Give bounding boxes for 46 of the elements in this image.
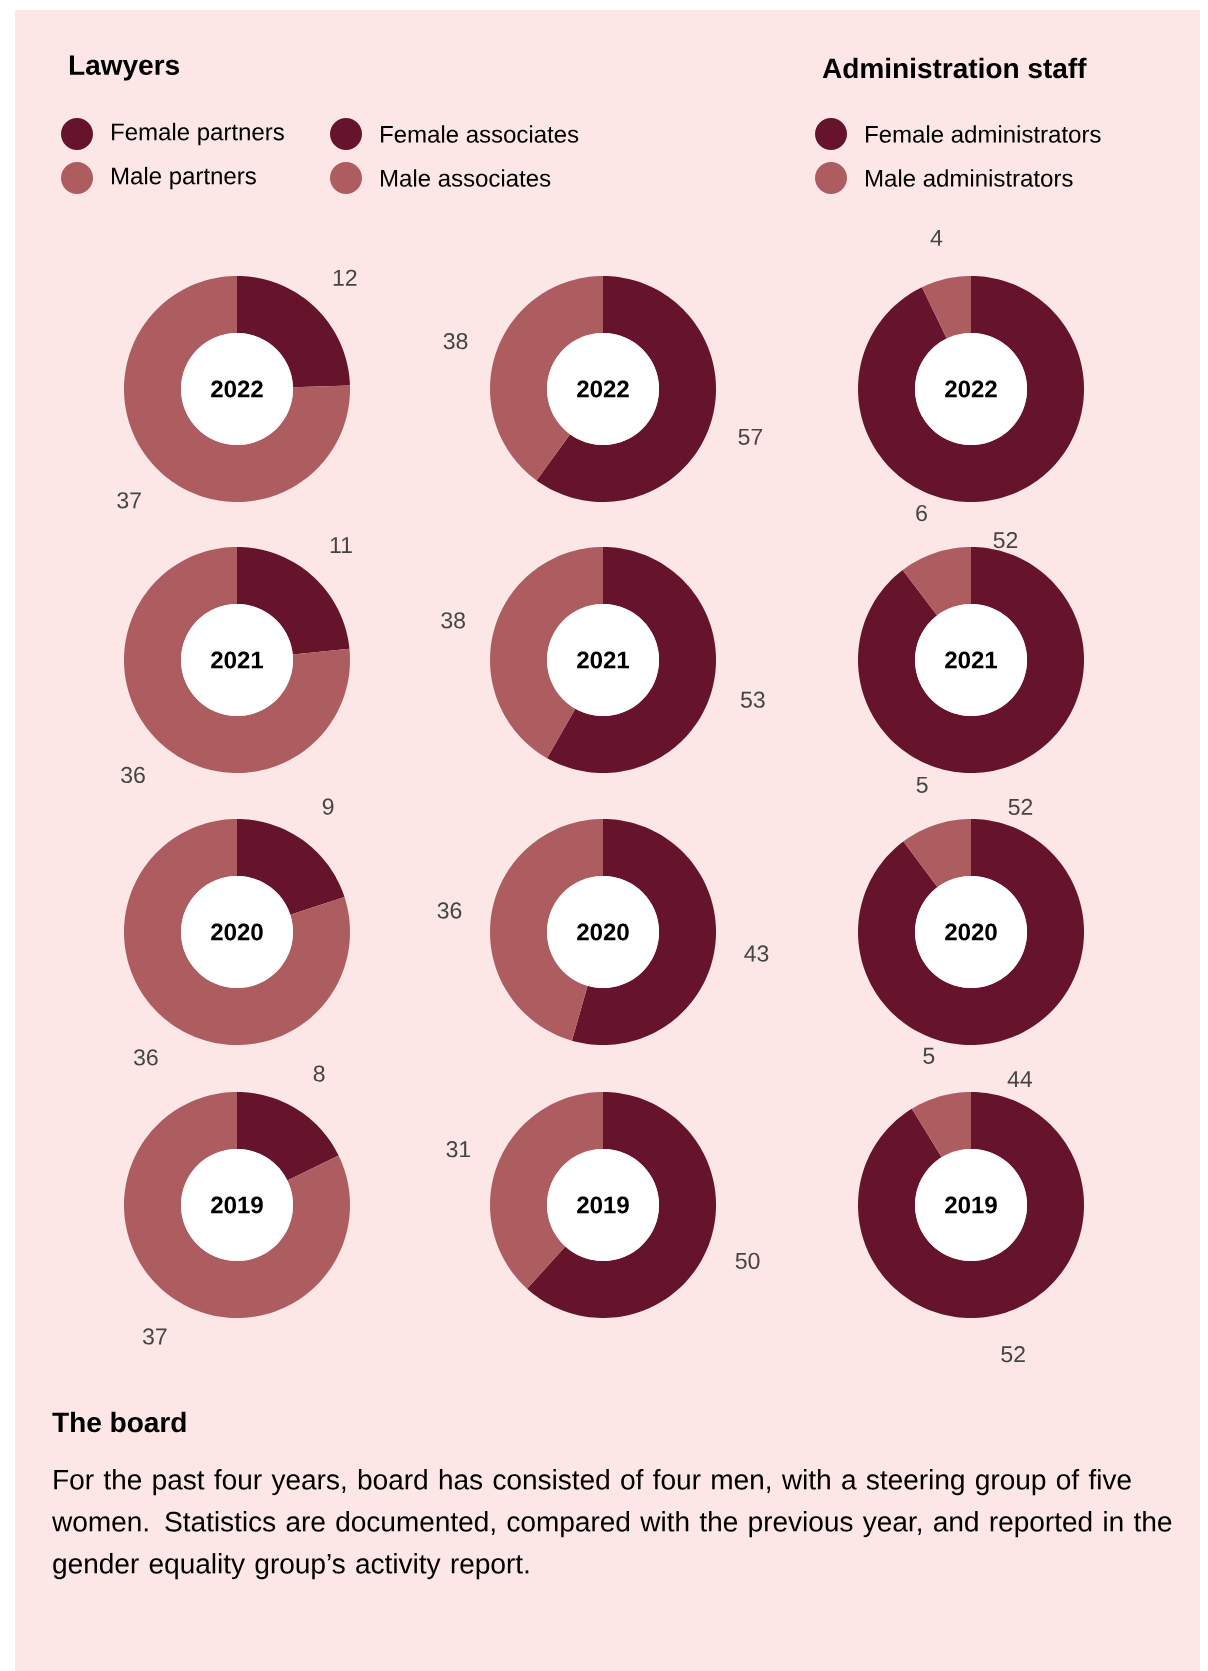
data-label: 9: [322, 798, 334, 815]
legend-label: Male partners: [112, 166, 256, 190]
legend-label: Female associates: [381, 125, 579, 143]
data-label: 38: [443, 332, 468, 350]
data-label: 43: [744, 945, 769, 962]
data-label: 37: [117, 492, 141, 509]
legend-title: Administration staff: [822, 57, 1087, 79]
data-label: 31: [446, 1141, 471, 1158]
data-label: 52: [993, 531, 1018, 549]
text: 2022: [945, 380, 997, 398]
data-label: 5: [916, 776, 928, 793]
data-label: 4: [930, 230, 943, 246]
data-label: 36: [133, 1049, 158, 1066]
legend-label: Male administrators: [866, 169, 1073, 187]
text: 2019: [211, 1196, 263, 1214]
text: 2020: [211, 923, 263, 941]
legend-label: Male associates: [381, 169, 551, 187]
data-label: 50: [735, 1252, 760, 1269]
data-label: 57: [738, 428, 763, 445]
data-label: 5: [923, 1047, 935, 1064]
data-label: 11: [330, 537, 352, 553]
text: 2021: [577, 651, 630, 669]
data-label: 52: [1008, 798, 1033, 816]
text: 2021: [211, 651, 264, 669]
text: 2022: [577, 380, 629, 398]
text: For the past four years, board has consisted of four men, with a steering group of five women. Statistics are documented, compared with the previous year, and reported in the gender equality group’s activity report.: [52, 1469, 1172, 1580]
text: 2020: [577, 923, 629, 941]
text: 2019: [945, 1196, 997, 1214]
text: 2019: [577, 1196, 629, 1214]
data-label: 37: [142, 1328, 167, 1345]
data-label: 36: [437, 902, 462, 919]
legend-label: Female partners: [112, 122, 284, 146]
text: 2022: [211, 380, 263, 398]
text: 2021: [945, 651, 998, 669]
text: The board: [52, 1411, 186, 1433]
data-label: 6: [916, 504, 927, 522]
legend-label: Female administrators: [866, 125, 1101, 143]
data-label: 8: [313, 1065, 325, 1082]
data-label: 52: [1001, 1346, 1025, 1363]
legend-title: Lawyers: [69, 55, 179, 81]
data-label: 44: [1007, 1071, 1032, 1088]
data-label: 38: [441, 612, 465, 629]
text: 2020: [945, 923, 997, 941]
data-label: 53: [740, 691, 765, 708]
data-label: 36: [121, 766, 145, 784]
data-label: 12: [333, 269, 357, 286]
